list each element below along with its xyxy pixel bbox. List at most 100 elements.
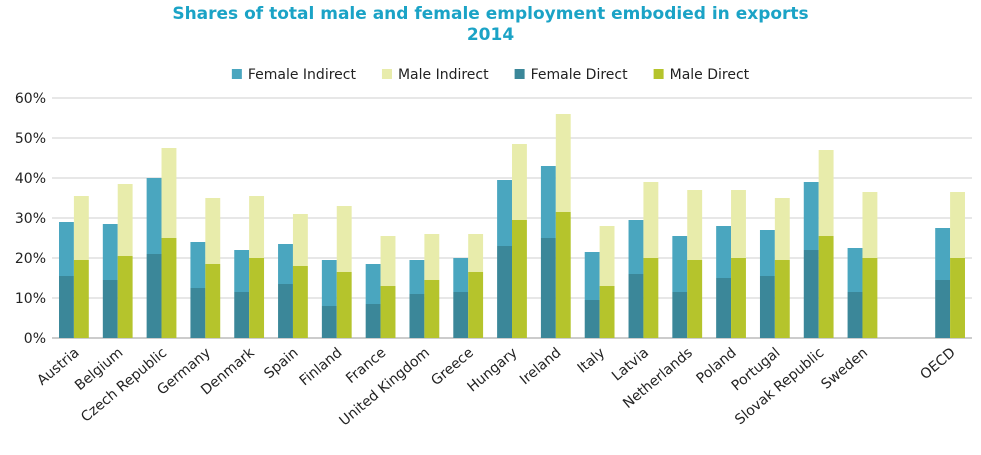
bar-male-direct-belgium: [117, 256, 133, 338]
bar-female-direct-portugal: [759, 276, 775, 338]
bar-female-direct-denmark: [234, 292, 250, 338]
bar-female-indirect-finland: [321, 260, 337, 306]
bar-female-indirect-portugal: [759, 230, 775, 276]
x-tick-label-hungary: Hungary: [464, 345, 520, 396]
bar-female-indirect-poland: [716, 226, 732, 278]
bar-male-direct-finland: [336, 272, 352, 338]
legend-swatch-male-direct: [653, 69, 664, 79]
bar-female-indirect-france: [365, 264, 381, 304]
bar-male-indirect-denmark: [249, 196, 265, 258]
y-tick-label: 40%: [15, 171, 46, 187]
bar-male-indirect-france: [380, 236, 396, 286]
x-tick-label-italy: Italy: [575, 345, 609, 377]
legend-swatch-female-indirect: [231, 69, 242, 79]
bar-female-direct-greece: [453, 292, 469, 338]
bar-male-indirect-sweden: [862, 192, 878, 258]
bar-male-indirect-poland: [731, 190, 746, 258]
bar-female-direct-italy: [584, 300, 600, 338]
x-tick-label-oecd: OECD: [917, 345, 958, 383]
bar-male-direct-netherlands: [687, 260, 703, 338]
bar-male-direct-denmark: [249, 258, 265, 338]
bar-male-indirect-czech-republic: [161, 148, 177, 238]
bar-female-direct-latvia: [628, 274, 644, 338]
bar-female-indirect-netherlands: [672, 236, 688, 292]
bar-female-direct-sweden: [847, 292, 863, 338]
bar-female-direct-united-kingdom: [409, 294, 425, 338]
x-tick-label-spain: Spain: [261, 345, 301, 382]
bar-male-direct-austria: [73, 260, 89, 338]
bar-female-indirect-denmark: [234, 250, 250, 292]
bar-male-indirect-latvia: [643, 182, 659, 258]
bar-female-indirect-oecd: [935, 228, 951, 280]
bar-male-direct-poland: [731, 258, 746, 338]
bar-female-direct-france: [365, 304, 381, 338]
bar-male-direct-greece: [468, 272, 484, 338]
bar-female-indirect-united-kingdom: [409, 260, 425, 294]
bar-male-indirect-ireland: [555, 114, 571, 212]
bar-female-indirect-austria: [59, 222, 74, 276]
y-tick-label: 0%: [24, 331, 46, 347]
chart-title: Shares of total male and female employme…: [0, 4, 981, 46]
chart-title-line1: Shares of total male and female employme…: [172, 4, 809, 24]
legend-label-male-direct: Male Direct: [670, 67, 750, 83]
bar-male-direct-latvia: [643, 258, 659, 338]
bar-male-indirect-finland: [336, 206, 352, 272]
bar-female-indirect-ireland: [540, 166, 556, 238]
bar-female-direct-czech-republic: [146, 254, 162, 338]
bar-female-direct-netherlands: [672, 292, 688, 338]
bar-male-direct-oecd: [950, 258, 965, 338]
bar-male-direct-slovak-republic: [818, 236, 834, 338]
bar-female-indirect-germany: [190, 242, 206, 288]
bar-female-indirect-spain: [278, 244, 293, 284]
bar-male-indirect-belgium: [117, 184, 133, 256]
bar-male-direct-italy: [599, 286, 615, 338]
chart-title-line2: 2014: [466, 25, 515, 45]
y-tick-label: 20%: [15, 251, 46, 267]
bar-male-indirect-portugal: [774, 198, 790, 260]
bar-male-direct-sweden: [862, 258, 878, 338]
legend-label-male-indirect: Male Indirect: [398, 67, 489, 83]
x-tick-label-sweden: Sweden: [818, 345, 871, 393]
bar-female-indirect-greece: [453, 258, 469, 292]
bar-male-direct-spain: [292, 266, 308, 338]
bar-female-direct-hungary: [497, 246, 512, 338]
bar-male-indirect-spain: [292, 214, 308, 266]
bar-female-direct-poland: [716, 278, 732, 338]
y-tick-label: 10%: [15, 291, 46, 307]
bar-female-direct-germany: [190, 288, 206, 338]
bar-female-indirect-slovak-republic: [803, 182, 819, 250]
bar-male-indirect-austria: [73, 196, 89, 260]
bar-female-indirect-czech-republic: [146, 178, 162, 254]
bar-male-direct-portugal: [774, 260, 790, 338]
bar-male-indirect-germany: [205, 198, 221, 264]
bar-male-direct-hungary: [512, 220, 527, 338]
y-tick-label: 30%: [15, 211, 46, 227]
bar-female-direct-spain: [278, 284, 293, 338]
bar-male-indirect-slovak-republic: [818, 150, 834, 236]
legend-label-female-indirect: Female Indirect: [248, 67, 357, 83]
x-tick-label-finland: Finland: [297, 345, 346, 389]
bar-male-direct-france: [380, 286, 396, 338]
bar-female-direct-belgium: [102, 280, 118, 338]
y-tick-label: 60%: [15, 91, 46, 107]
legend-swatch-female-direct: [514, 69, 525, 79]
bar-female-direct-oecd: [935, 280, 951, 338]
y-tick-label: 50%: [15, 131, 46, 147]
bar-male-direct-czech-republic: [161, 238, 177, 338]
bar-male-direct-germany: [205, 264, 221, 338]
bar-male-indirect-hungary: [512, 144, 527, 220]
bar-male-indirect-oecd: [950, 192, 965, 258]
bar-female-direct-slovak-republic: [803, 250, 819, 338]
bar-female-indirect-italy: [584, 252, 600, 300]
bar-male-indirect-italy: [599, 226, 615, 286]
x-tick-label-ireland: Ireland: [517, 345, 564, 388]
bar-male-indirect-netherlands: [687, 190, 703, 260]
bar-female-indirect-belgium: [102, 224, 118, 280]
bar-female-indirect-hungary: [497, 180, 512, 246]
bar-male-direct-united-kingdom: [424, 280, 440, 338]
bar-male-indirect-greece: [468, 234, 484, 272]
bar-female-direct-ireland: [540, 238, 556, 338]
bar-female-direct-finland: [321, 306, 337, 338]
bar-female-indirect-latvia: [628, 220, 644, 274]
